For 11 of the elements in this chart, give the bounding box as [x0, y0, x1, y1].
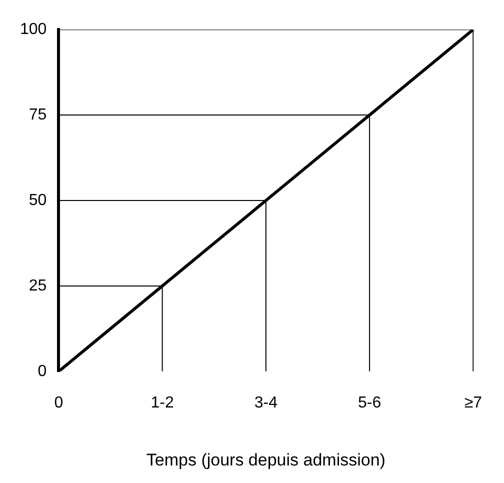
y-tick-label: 25: [28, 277, 47, 294]
x-tick-label: ≥7: [464, 394, 482, 412]
x-tick-label: 0: [54, 394, 64, 412]
x-tick-label: 1-2: [150, 394, 174, 412]
x-tick-label: 3-4: [254, 394, 278, 412]
y-tick-label: 0: [38, 362, 47, 380]
x-axis-title: Temps (jours depuis admission): [146, 450, 386, 470]
y-tick-label: 100: [20, 21, 47, 38]
y-tick-label: 50: [28, 192, 47, 209]
x-tick-label: 5-6: [358, 394, 382, 412]
y-tick-label: 75: [28, 106, 47, 124]
